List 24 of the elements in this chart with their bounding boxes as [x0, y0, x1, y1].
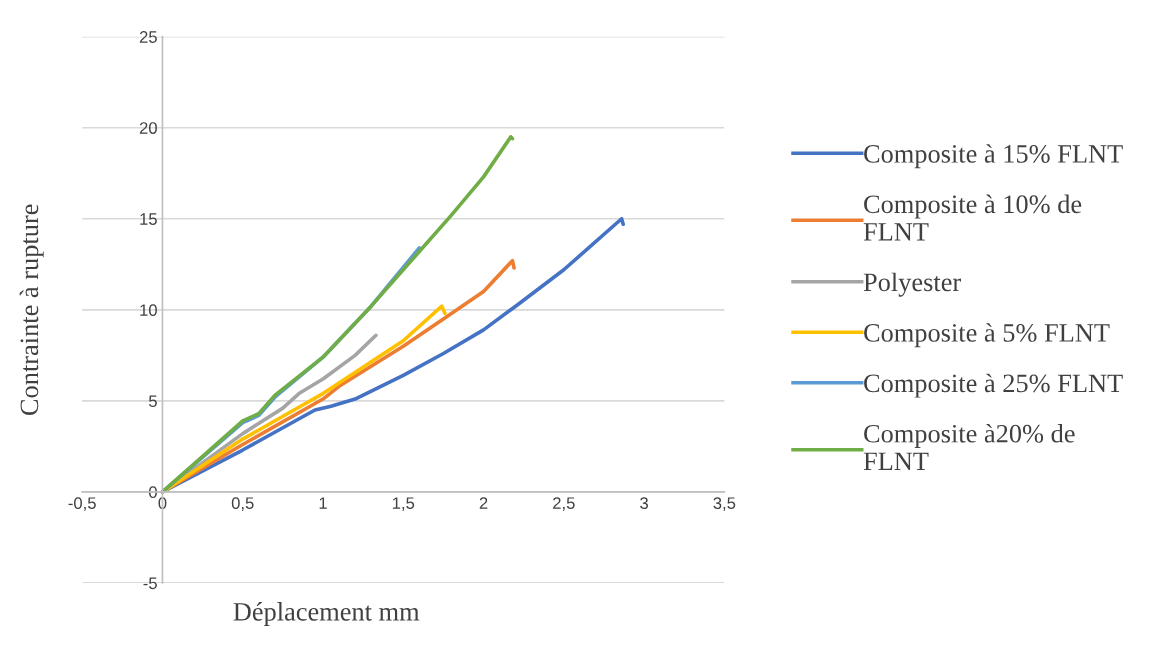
x-tick-label: 1: [319, 497, 327, 509]
y-tick-label: 15: [140, 213, 157, 225]
legend-label: Composite à20% de FLNT: [863, 424, 1075, 470]
y-tick-label: 20: [139, 122, 157, 134]
legend-label: Composite à 10% de FLNT: [863, 194, 1082, 241]
x-axis-title: Déplacement mm: [233, 602, 420, 627]
x-tick-label: 3,5: [713, 497, 736, 511]
x-tick-label: 2: [479, 497, 488, 509]
line-series: [160, 135, 515, 494]
legend-label: Composite à 5% FLNT: [864, 323, 1110, 348]
y-tick-label: -5: [143, 577, 157, 590]
x-tick-label: -0,5: [68, 497, 96, 511]
y-axis-title: Contrainte à rupture: [19, 204, 44, 415]
x-tick-label: 3: [640, 497, 648, 510]
y-tick-label: 25: [139, 31, 157, 43]
x-tick-label: 1,5: [392, 497, 415, 511]
x-tick-label: 0,5: [231, 497, 254, 511]
y-tick-label: 5: [148, 395, 157, 408]
x-tick-label: 2,5: [553, 497, 575, 511]
legend-label: Composite à 25% FLNT: [864, 373, 1123, 398]
y-tick-label: 10: [140, 304, 157, 317]
legend-label: Composite à 15% FLNT: [864, 144, 1123, 169]
legend-label: Polyester: [863, 272, 961, 297]
line-series: [160, 258, 516, 494]
